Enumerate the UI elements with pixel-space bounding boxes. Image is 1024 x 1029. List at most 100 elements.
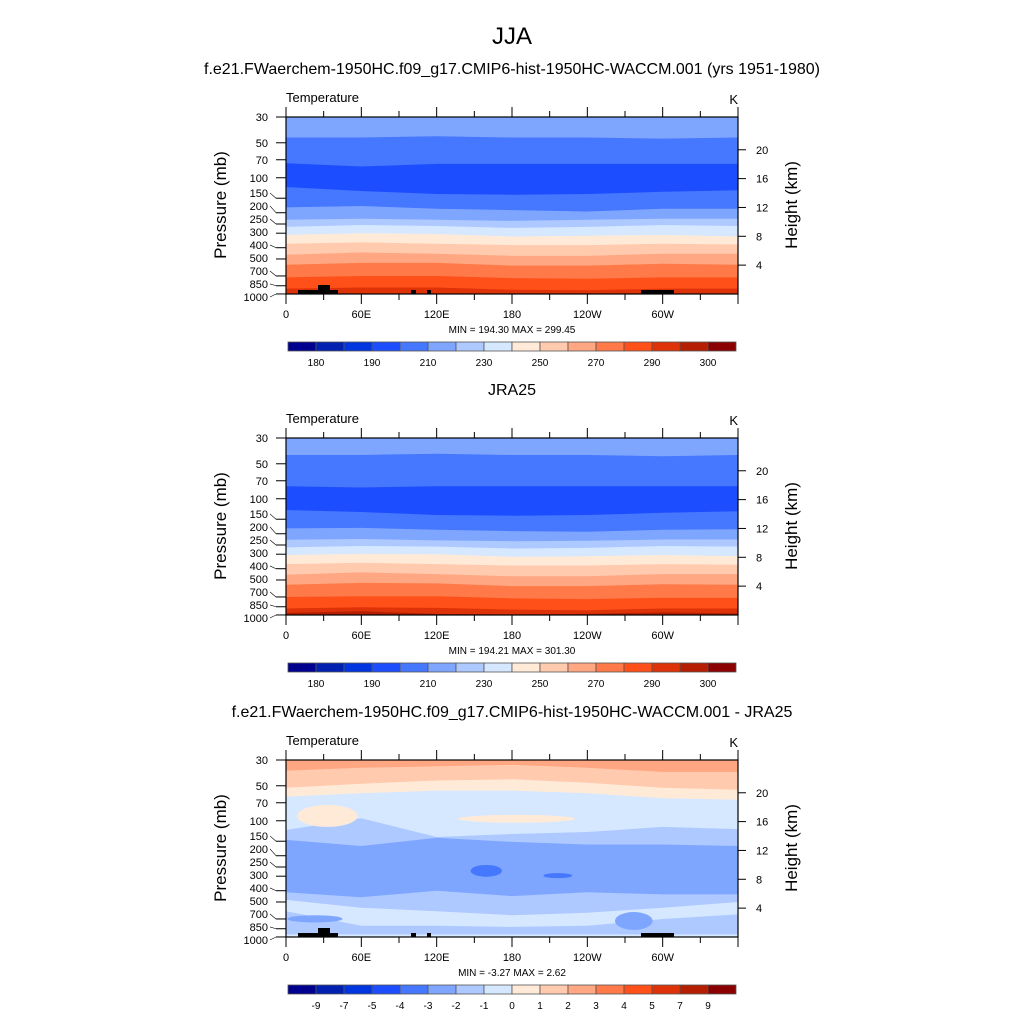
colorbar-box [287, 662, 317, 673]
colorbar-box [651, 984, 681, 995]
x-tick-label: 60E [352, 309, 372, 321]
colorbar-box [679, 662, 709, 673]
contour-region [287, 915, 343, 923]
colorbar-box [315, 662, 345, 673]
colorbar-label: 290 [644, 679, 661, 690]
x-tick-label: 0 [283, 309, 289, 321]
contour-band [286, 934, 738, 937]
y-tick-label: 850 [250, 922, 268, 934]
y-tick-leader [269, 513, 277, 520]
right-axis-label: Height (km) [782, 161, 801, 249]
colorbar-box [371, 662, 401, 673]
colorbar-box [399, 662, 429, 673]
y-tick-label: 400 [250, 240, 268, 252]
colorbar: 180 190 210 230 250 270 290 300 [287, 662, 737, 690]
y-tick-label: 70 [256, 798, 268, 810]
colorbar-box [315, 984, 345, 995]
colorbar-box [483, 984, 513, 995]
height-tick-label: 20 [756, 788, 768, 800]
colorbar-box [623, 984, 653, 995]
y-tick-label: 30 [256, 433, 268, 445]
height-tick-label: 12 [756, 845, 768, 857]
colorbar-label: -1 [480, 1001, 489, 1012]
y-tick-leader [269, 205, 277, 213]
colorbar-label: 5 [649, 1001, 655, 1012]
contour-field [286, 438, 738, 615]
colorbar-box [567, 984, 597, 995]
x-tick-label: 120W [573, 309, 602, 321]
colorbar-label: -2 [452, 1001, 461, 1012]
colorbar-label: 230 [476, 358, 493, 369]
x-tick-label: 60E [352, 630, 372, 642]
y-tick-leader [269, 244, 277, 248]
colorbar-box [595, 341, 625, 352]
colorbar-label: 3 [593, 1001, 599, 1012]
x-tick-label: 120E [424, 630, 450, 642]
y-tick-label: 70 [256, 155, 268, 167]
height-tick-label: 4 [756, 581, 762, 593]
colorbar-box [707, 984, 737, 995]
y-tick-label: 30 [256, 755, 268, 767]
y-tick-label: 200 [250, 201, 268, 213]
y-tick-leader [269, 861, 277, 868]
y-tick-label: 300 [250, 227, 268, 239]
colorbar-label: -3 [424, 1001, 433, 1012]
x-tick-label: 180 [503, 952, 521, 964]
y-tick-leader [269, 926, 277, 930]
colorbar-label: -4 [396, 1001, 405, 1012]
y-axis-label: Pressure (mb) [211, 794, 230, 902]
y-tick-label: 200 [250, 844, 268, 856]
colorbar-box [595, 984, 625, 995]
x-tick-label: 60W [651, 630, 674, 642]
colorbar-box [343, 341, 373, 352]
contour-band [286, 911, 738, 937]
contour-field [286, 117, 738, 294]
y-tick-label: 250 [250, 214, 268, 226]
y-tick-label: 250 [250, 857, 268, 869]
colorbar-label: 210 [420, 358, 437, 369]
colorbar-label: 250 [532, 679, 549, 690]
contour-region [297, 804, 358, 827]
colorbar-box [371, 984, 401, 995]
colorbar: -9 -7 -5 -4 -3 -2 -1 0 1 2 3 4 5 7 9 [287, 984, 737, 1012]
y-tick-label: 1000 [244, 292, 268, 304]
y-tick-leader [269, 887, 277, 891]
colorbar-box [399, 341, 429, 352]
colorbar-box [483, 341, 513, 352]
y-tick-leader [269, 565, 277, 569]
y-tick-label: 400 [250, 561, 268, 573]
y-tick-leader [269, 526, 277, 534]
height-tick-label: 8 [756, 231, 762, 243]
y-tick-label: 400 [250, 883, 268, 895]
panel-2: JRA25 Temperature K 0 60E 120E 180 120W 60W 30 50 7… [211, 382, 801, 690]
colorbar-label: 300 [700, 679, 717, 690]
colorbar-label: 1 [537, 1001, 543, 1012]
colorbar-label: 7 [677, 1001, 683, 1012]
y-tick-label: 1000 [244, 613, 268, 625]
y-tick-label: 850 [250, 279, 268, 291]
y-axis-label: Pressure (mb) [211, 151, 230, 259]
colorbar-label: -5 [368, 1001, 377, 1012]
colorbar-label: 230 [476, 679, 493, 690]
contour-band [286, 611, 738, 615]
y-tick-label: 700 [250, 587, 268, 599]
y-tick-label: 1000 [244, 935, 268, 947]
y-tick-leader [269, 936, 277, 941]
min-max-stats: MIN = 194.30 MAX = 299.45 [449, 325, 576, 336]
colorbar-label: 300 [700, 358, 717, 369]
colorbar-box [483, 662, 513, 673]
y-axis-label: Pressure (mb) [211, 472, 230, 580]
figure-title: JJA [492, 23, 532, 50]
colorbar-box [427, 984, 457, 995]
contour-region [470, 864, 502, 877]
contour-region [458, 814, 575, 823]
y-tick-label: 70 [256, 476, 268, 488]
y-tick-label: 200 [250, 522, 268, 534]
y-tick-label: 700 [250, 266, 268, 278]
variable-label: Temperature [286, 411, 359, 426]
colorbar-box [399, 984, 429, 995]
height-tick-label: 4 [756, 260, 762, 272]
colorbar-box [651, 341, 681, 352]
y-tick-leader [269, 848, 277, 856]
